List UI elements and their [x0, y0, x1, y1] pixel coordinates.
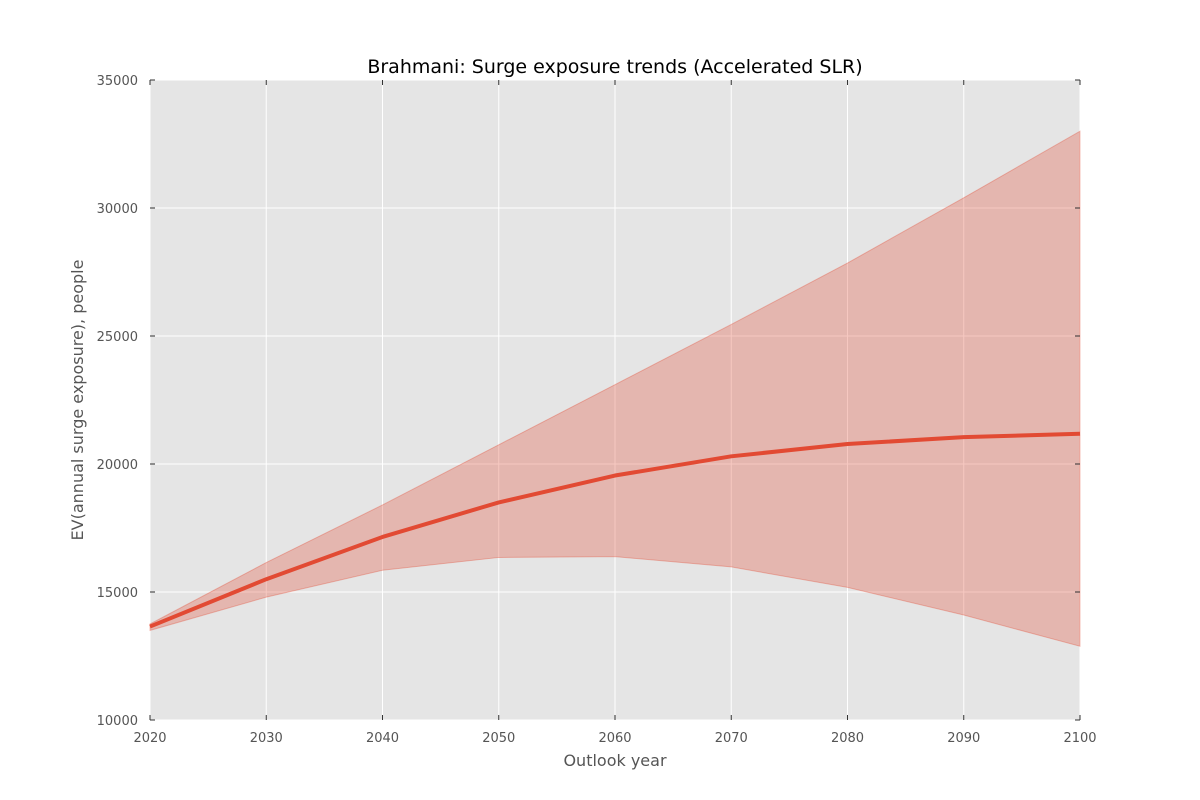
x-tick-label: 2080: [831, 731, 864, 746]
x-tick-label: 2070: [715, 731, 748, 746]
x-tick-labels: 2020 2030 2040 2050 2060 2070 2080 2090 2100: [133, 731, 1096, 746]
y-tick-label: 35000: [97, 74, 138, 89]
x-tick-label: 2050: [482, 731, 515, 746]
x-tick-label: 2030: [250, 731, 283, 746]
y-axis-label: EV(annual surge exposure), people: [68, 260, 87, 541]
y-tick-label: 20000: [97, 458, 138, 473]
y-tick-label: 30000: [97, 202, 138, 217]
x-tick-label: 2020: [133, 731, 166, 746]
x-tick-label: 2060: [598, 731, 631, 746]
x-tick-label: 2100: [1063, 731, 1096, 746]
x-tick-label: 2040: [366, 731, 399, 746]
confidence-band: [149, 130, 1081, 647]
series-line-layer: [149, 431, 1081, 629]
tick-marks: [149, 79, 1081, 721]
y-tick-label: 15000: [97, 586, 138, 601]
series-line: [149, 431, 1081, 629]
confidence-band-layer: [149, 130, 1081, 647]
y-tick-label: 25000: [97, 330, 138, 345]
y-tick-labels: 10000 15000 20000 25000 30000 35000: [97, 74, 138, 729]
y-tick-label: 10000: [97, 714, 138, 729]
chart-title: Brahmani: Surge exposure trends (Acceler…: [367, 56, 862, 78]
x-tick-label: 2090: [947, 731, 980, 746]
x-axis-label: Outlook year: [563, 751, 667, 770]
